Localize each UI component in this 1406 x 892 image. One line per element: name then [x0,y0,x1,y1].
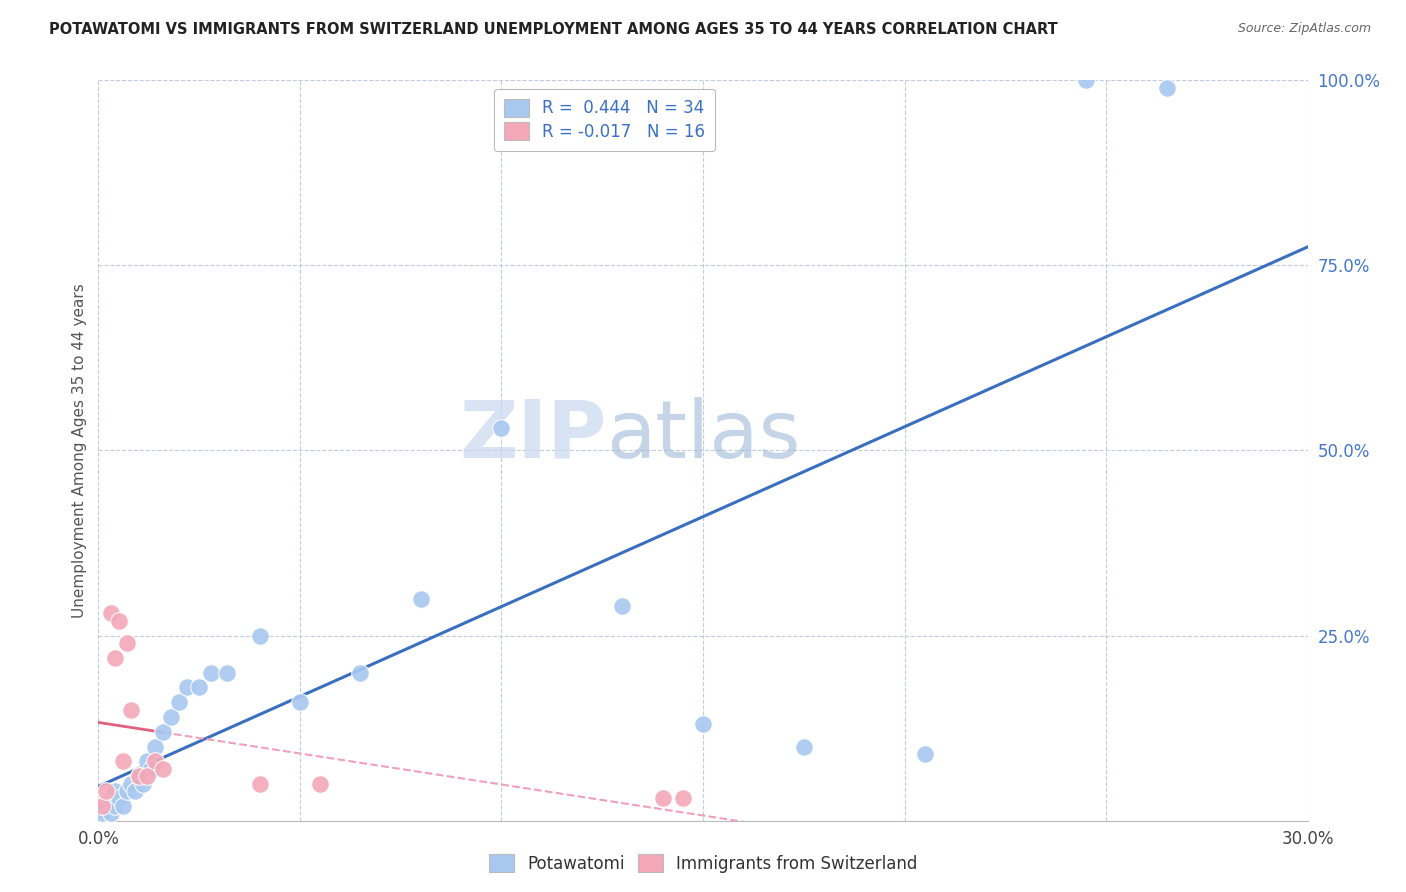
Point [349,665,371,680]
Point [107,791,129,805]
Point [612,599,634,613]
Point [128,769,150,783]
Point [115,636,138,650]
Legend: Potawatomi, Immigrants from Switzerland: Potawatomi, Immigrants from Switzerland [482,847,924,880]
Point [1074,73,1097,87]
Point [103,784,125,798]
Text: POTAWATOMI VS IMMIGRANTS FROM SWITZERLAND UNEMPLOYMENT AMONG AGES 35 TO 44 YEARS: POTAWATOMI VS IMMIGRANTS FROM SWITZERLAN… [49,22,1057,37]
Point [651,791,673,805]
Point [96,798,118,813]
Point [100,791,122,805]
Text: Source: ZipAtlas.com: Source: ZipAtlas.com [1237,22,1371,36]
Text: ZIP: ZIP [458,397,606,475]
Point [152,724,174,739]
Point [111,798,134,813]
Point [217,665,239,680]
Point [135,769,157,783]
Point [124,784,146,798]
Y-axis label: Unemployment Among Ages 35 to 44 years: Unemployment Among Ages 35 to 44 years [72,283,87,618]
Point [188,681,211,695]
Point [249,776,271,791]
Point [200,665,222,680]
Point [111,755,134,769]
Point [160,710,183,724]
Point [176,681,198,695]
Point [491,421,513,435]
Point [309,776,332,791]
Legend: R =  0.444   N = 34, R = -0.017   N = 16: R = 0.444 N = 34, R = -0.017 N = 16 [494,88,716,151]
Point [914,747,936,761]
Point [107,614,129,628]
Point [1156,80,1178,95]
Point [167,695,190,709]
Point [672,791,695,805]
Point [91,798,114,813]
Point [139,762,162,776]
Point [409,591,432,606]
Point [288,695,311,709]
Point [143,755,166,769]
Point [91,806,114,821]
Point [135,755,157,769]
Point [120,776,142,791]
Point [115,784,138,798]
Point [103,798,125,813]
Point [103,650,125,665]
Point [100,607,122,621]
Point [128,769,150,783]
Point [143,739,166,754]
Point [132,776,155,791]
Text: atlas: atlas [606,397,800,475]
Point [120,703,142,717]
Point [152,762,174,776]
Point [793,739,815,754]
Point [100,806,122,821]
Point [692,717,714,731]
Point [96,784,118,798]
Point [249,628,271,642]
